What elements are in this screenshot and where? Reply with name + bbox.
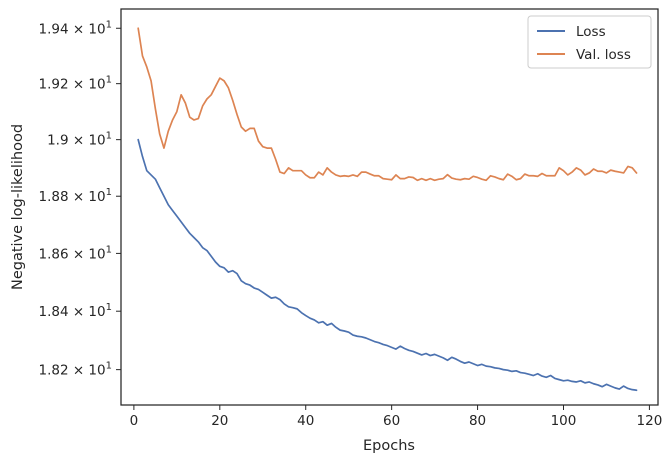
x-tick-label-4: 80	[469, 413, 486, 429]
x-axis-label: Epochs	[363, 438, 415, 454]
y-tick-label-5: 1.92 × 101	[38, 75, 112, 93]
y-tick-label-2: 1.86 × 101	[38, 244, 112, 262]
y-tick-label-1: 1.84 × 101	[38, 302, 112, 320]
x-tick-label-0: 0	[130, 413, 139, 429]
x-axis: 0 20 40 60 80 100 120	[130, 405, 663, 429]
series-line-1	[137, 27, 638, 182]
y-tick-label-6: 1.94 × 101	[38, 19, 112, 37]
y-tick-label-3: 1.88 × 101	[38, 187, 112, 205]
x-tick-label-2: 40	[297, 413, 314, 429]
x-tick-label-6: 120	[637, 413, 663, 429]
legend-label-loss: Loss	[576, 24, 606, 40]
legend: Loss Val. loss	[527, 15, 652, 69]
y-axis: 1.82 × 101 1.84 × 101 1.86 × 101 1.88 × 101…	[38, 19, 121, 379]
x-tick-label-5: 100	[551, 413, 577, 429]
y-tick-label-0: 1.82 × 101	[38, 361, 112, 379]
plot-frame	[120, 8, 659, 406]
x-tick-label-3: 60	[383, 413, 400, 429]
y-axis-label: Negative log-likelihood	[10, 124, 26, 290]
series-line-0	[137, 138, 638, 392]
series-layer	[137, 27, 638, 392]
legend-label-val-loss: Val. loss	[576, 47, 631, 63]
x-tick-label-1: 20	[211, 413, 228, 429]
y-tick-label-4: 1.9 × 101	[47, 131, 112, 149]
